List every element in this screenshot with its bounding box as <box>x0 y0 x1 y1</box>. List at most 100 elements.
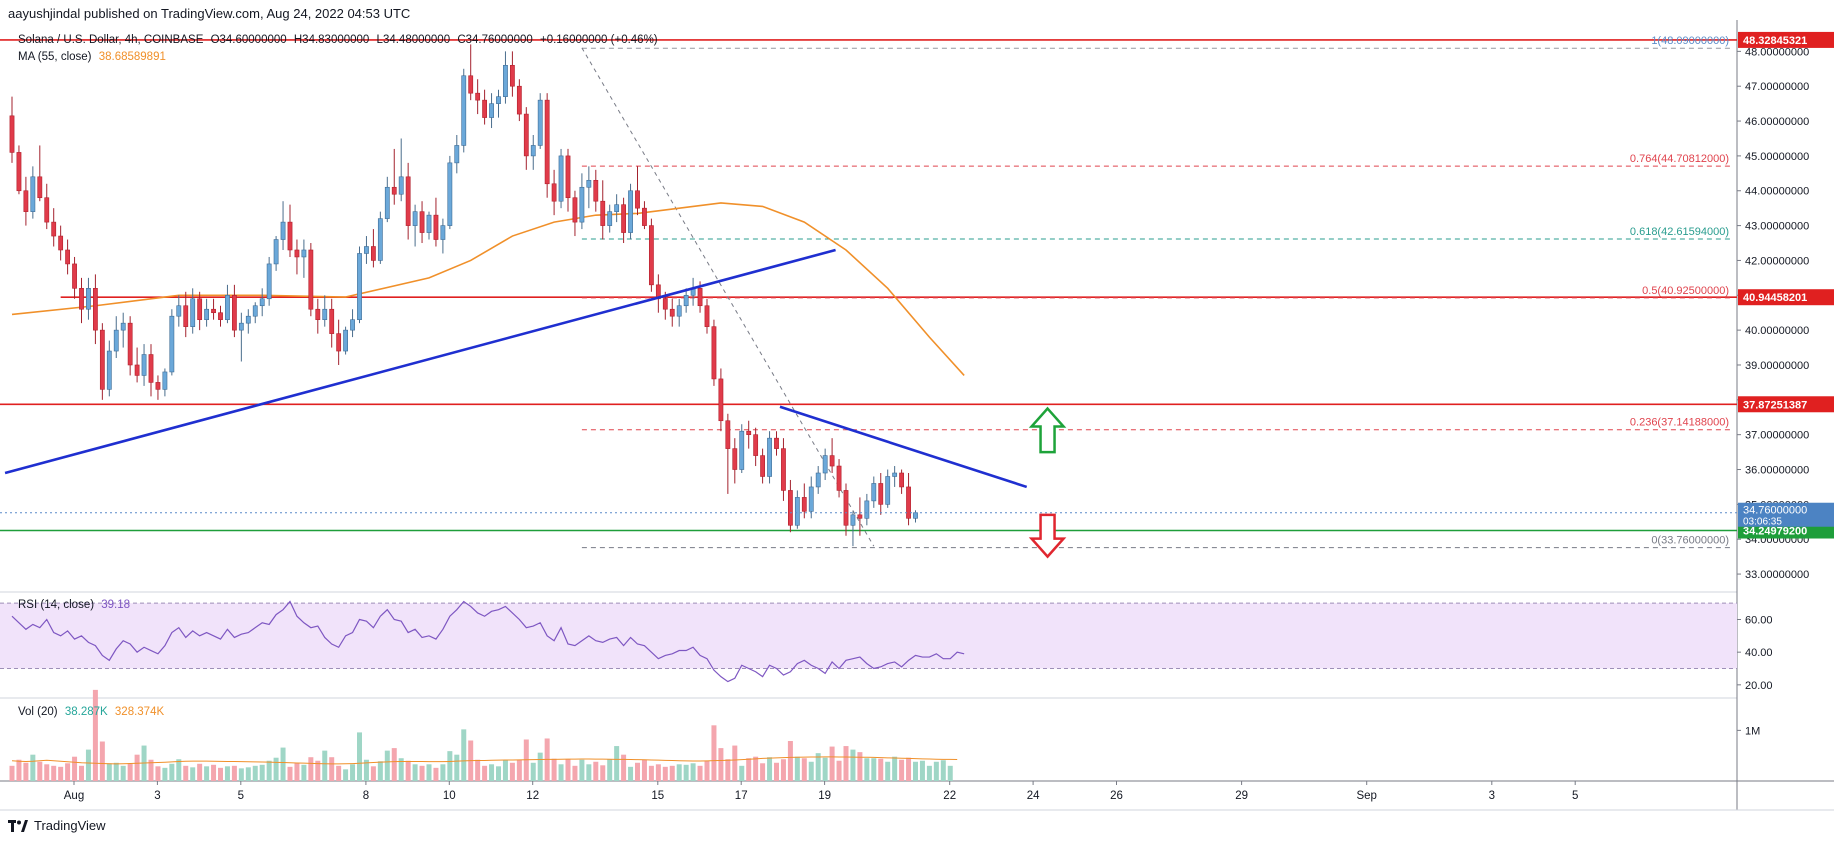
vol-value: 38.287K <box>64 706 108 718</box>
candle-body <box>127 322 133 366</box>
candle-body <box>787 490 793 526</box>
volume-bar <box>607 759 613 781</box>
ma55-line <box>11 202 965 376</box>
candle-body <box>141 354 147 376</box>
candle-body <box>843 490 849 526</box>
volume-bar <box>440 764 446 781</box>
volume-bar <box>676 764 682 781</box>
candle-body <box>148 354 154 383</box>
fib-label: 0(33.76000000) <box>1651 535 1729 547</box>
time-tick-label: 5 <box>238 790 244 802</box>
candle-body <box>621 204 626 233</box>
volume-bar <box>433 767 439 781</box>
volume-bar <box>794 756 800 781</box>
candle-body <box>829 455 835 467</box>
candle-body <box>593 179 599 202</box>
candle-body <box>725 420 731 449</box>
candle-body <box>287 221 293 251</box>
volume-bar <box>357 732 362 781</box>
volume-bar <box>113 762 119 781</box>
volume-bar <box>106 763 112 781</box>
candle-body <box>558 155 564 202</box>
volume-bar <box>530 762 536 781</box>
volume-bar <box>426 764 432 781</box>
ohlc-open: O34.60000000 <box>210 34 287 46</box>
candle-body <box>51 221 57 237</box>
candle-body <box>774 437 779 449</box>
candle-body <box>9 115 15 153</box>
volume-bar <box>711 725 717 781</box>
volume-bar <box>808 761 814 781</box>
volume-bar <box>343 769 349 781</box>
volume-bar <box>593 761 599 781</box>
tradingview-logo-icon <box>8 819 28 832</box>
volume-bar <box>30 754 36 781</box>
volume-bar <box>662 766 668 781</box>
time-tick-label: 24 <box>1027 790 1040 802</box>
price-tick-label: 39.00000000 <box>1745 360 1809 372</box>
rsi-label: RSI (14, close) <box>18 599 95 611</box>
level-label-resistance-41: 40.94458201 <box>1743 292 1807 304</box>
volume-bar <box>148 759 154 781</box>
candle-body <box>781 448 786 491</box>
volume-bar <box>774 762 779 781</box>
candle-body <box>273 239 279 265</box>
candle-body <box>628 190 633 233</box>
volume-bar <box>614 746 620 781</box>
price-tick-label: 45.00000000 <box>1745 151 1809 163</box>
last-price-tag <box>1738 502 1834 527</box>
candle-body <box>225 294 230 320</box>
ma-legend: MA (55, close) 38.68589891 <box>18 51 170 63</box>
volume-bar <box>523 739 529 781</box>
candle-body <box>294 249 300 258</box>
trendline-falling <box>779 405 1028 489</box>
volume-bar <box>933 761 939 781</box>
volume-bar <box>739 765 745 781</box>
candle-body <box>183 305 189 327</box>
volume-bar <box>635 762 640 781</box>
level-label-support-34: 34.24979200 <box>1743 526 1807 538</box>
volume-bar <box>815 753 821 781</box>
candle-body <box>58 235 64 251</box>
volume-bar <box>537 752 543 781</box>
time-tick-label: 22 <box>943 790 956 802</box>
volume-bar <box>211 764 217 781</box>
volume-bar <box>725 759 731 781</box>
volume-bar <box>489 764 495 781</box>
candle-body <box>878 483 884 505</box>
time-tick-label: 29 <box>1235 790 1248 802</box>
volume-bar <box>412 764 418 781</box>
candle-body <box>544 99 550 185</box>
volume-bar <box>857 752 863 781</box>
volume-bar <box>822 757 828 781</box>
price-tick-label: 48.00000000 <box>1745 46 1809 58</box>
price-tick-label: 40.00000000 <box>1745 325 1809 337</box>
candle-body <box>37 176 43 199</box>
volume-bar <box>836 760 842 781</box>
fib-label: 0.764(44.70812000) <box>1630 153 1729 165</box>
rsi-band <box>0 603 1737 669</box>
fib-label: 0.236(37.14188000) <box>1630 417 1729 429</box>
volume-bar <box>551 758 557 781</box>
candle-body <box>885 476 891 505</box>
candle-body <box>99 329 105 390</box>
volume-bar <box>572 765 578 781</box>
volume-bar <box>496 766 501 781</box>
candle-body <box>801 497 807 512</box>
candle-body <box>704 305 710 327</box>
volume-bar <box>218 767 223 781</box>
down-arrow-icon <box>1028 513 1067 559</box>
price-tick-label: 42.00000000 <box>1745 255 1809 267</box>
rsi-tick-label: 40.00 <box>1745 647 1773 659</box>
volume-bar <box>899 759 905 781</box>
volume-bar <box>641 759 647 781</box>
rsi-value: 39.18 <box>101 599 131 611</box>
volume-bar <box>746 758 752 781</box>
candle-body <box>676 305 682 317</box>
last-price-label: 34.76000000 <box>1743 505 1807 517</box>
candle-body <box>586 179 592 188</box>
candle-body <box>377 218 383 261</box>
volume-bar <box>336 765 342 781</box>
volume-bar <box>315 760 321 781</box>
